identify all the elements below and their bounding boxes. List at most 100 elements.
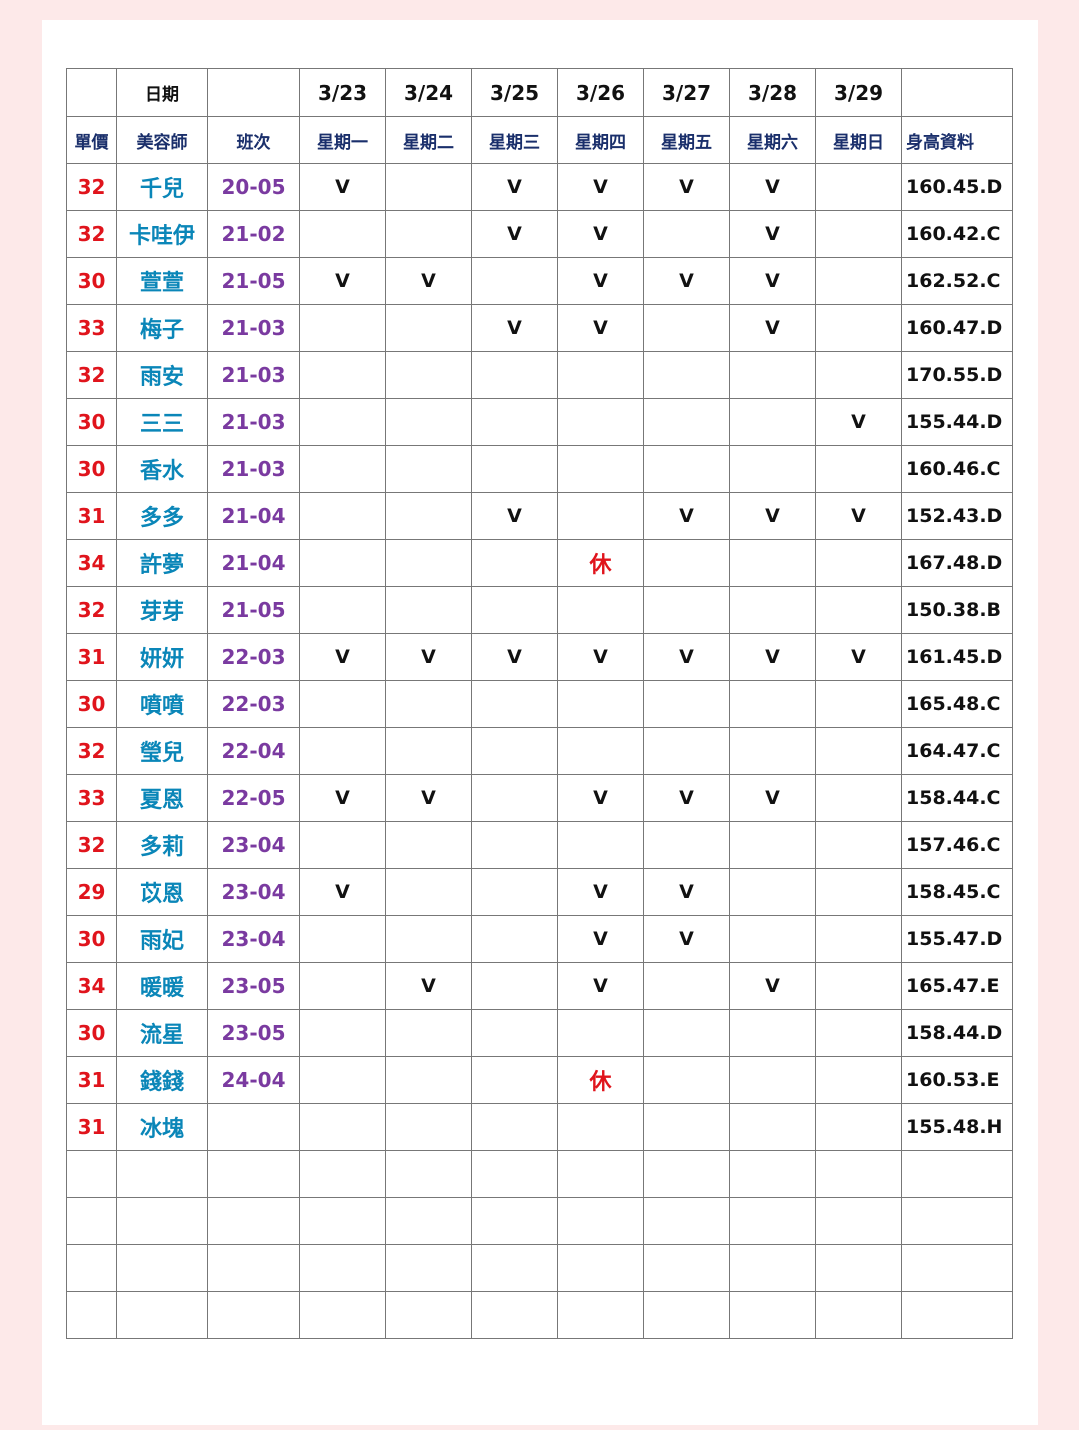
attendance-cell	[557, 727, 644, 775]
weekday-header: 星期三	[471, 116, 558, 164]
attendance-cell: V	[471, 492, 558, 540]
weekday-header-saturday: 星期六	[729, 116, 816, 164]
attendance-cell	[385, 539, 472, 587]
height-data-cell: 155.47.D	[901, 915, 1013, 963]
attendance-cell: V	[557, 257, 644, 305]
attendance-cell	[385, 680, 472, 728]
attendance-cell	[643, 821, 730, 869]
height-data-cell: 160.53.E	[901, 1056, 1013, 1104]
empty-cell	[66, 1150, 117, 1198]
price-cell: 33	[66, 774, 117, 822]
attendance-cell: V	[643, 774, 730, 822]
stylist-name-cell: 芽芽	[116, 586, 208, 634]
price-cell: 30	[66, 1009, 117, 1057]
table-row: 30 雨妃 23-04 V V 155.47.D	[66, 915, 1013, 963]
attendance-cell	[557, 492, 644, 540]
price-cell: 29	[66, 868, 117, 916]
price-cell: 31	[66, 1103, 117, 1151]
height-data-cell: 155.44.D	[901, 398, 1013, 446]
shift-cell: 22-03	[207, 633, 300, 681]
stylist-name-cell: 三三	[116, 398, 208, 446]
stylist-name-cell: 雨妃	[116, 915, 208, 963]
attendance-cell	[385, 398, 472, 446]
table-row: 30 三三 21-03 V 155.44.D	[66, 398, 1013, 446]
shift-cell: 21-05	[207, 257, 300, 305]
attendance-cell	[299, 1009, 386, 1057]
attendance-cell: V	[299, 633, 386, 681]
date-header: 3/27	[643, 68, 730, 117]
shift-cell: 21-05	[207, 586, 300, 634]
empty-cell	[471, 1150, 558, 1198]
attendance-cell	[643, 539, 730, 587]
price-label: 單價	[66, 116, 117, 164]
height-data-cell: 160.45.D	[901, 163, 1013, 211]
attendance-cell	[385, 492, 472, 540]
attendance-cell	[729, 868, 816, 916]
stylist-name-cell: 萱萱	[116, 257, 208, 305]
date-header-saturday: 3/28	[729, 68, 816, 117]
stylist-name-cell: 香水	[116, 445, 208, 493]
blank-header-cell	[901, 68, 1013, 117]
blank-header-cell	[66, 68, 117, 117]
attendance-cell	[299, 586, 386, 634]
table-row: 30 流星 23-05 158.44.D	[66, 1009, 1013, 1057]
height-data-cell: 164.47.C	[901, 727, 1013, 775]
attendance-cell	[471, 774, 558, 822]
attendance-cell: V	[729, 633, 816, 681]
attendance-cell: V	[815, 633, 902, 681]
price-cell: 32	[66, 586, 117, 634]
empty-cell	[815, 1244, 902, 1292]
shift-cell: 22-04	[207, 727, 300, 775]
attendance-cell	[471, 257, 558, 305]
shift-cell: 24-04	[207, 1056, 300, 1104]
attendance-cell	[643, 680, 730, 728]
table-row: 32 多莉 23-04 157.46.C	[66, 821, 1013, 869]
attendance-cell: V	[815, 398, 902, 446]
empty-row	[66, 1150, 1013, 1198]
price-cell: 32	[66, 727, 117, 775]
stylist-name-cell: 苡恩	[116, 868, 208, 916]
attendance-cell: V	[557, 915, 644, 963]
height-data-cell: 160.47.D	[901, 304, 1013, 352]
stylist-name-cell: 錢錢	[116, 1056, 208, 1104]
empty-cell	[116, 1291, 208, 1339]
attendance-cell	[299, 398, 386, 446]
attendance-cell	[299, 304, 386, 352]
stylist-name-cell: 瑩兒	[116, 727, 208, 775]
stylist-name-cell: 暖暖	[116, 962, 208, 1010]
stylist-name-cell: 許夢	[116, 539, 208, 587]
attendance-cell	[643, 962, 730, 1010]
empty-cell	[643, 1244, 730, 1292]
date-header: 3/26	[557, 68, 644, 117]
table-row: 32 雨安 21-03 170.55.D	[66, 351, 1013, 399]
stylist-name-cell: 多多	[116, 492, 208, 540]
attendance-cell: V	[471, 210, 558, 258]
height-data-cell: 158.44.D	[901, 1009, 1013, 1057]
attendance-cell	[643, 1103, 730, 1151]
attendance-cell	[299, 1103, 386, 1151]
shift-cell: 23-04	[207, 868, 300, 916]
attendance-cell	[815, 727, 902, 775]
attendance-cell: V	[557, 868, 644, 916]
price-cell: 30	[66, 915, 117, 963]
weekday-header: 星期一	[299, 116, 386, 164]
height-data-cell: 165.48.C	[901, 680, 1013, 728]
date-label: 日期	[116, 68, 208, 117]
attendance-cell	[385, 915, 472, 963]
empty-cell	[557, 1150, 644, 1198]
attendance-cell	[729, 680, 816, 728]
shift-cell: 21-03	[207, 351, 300, 399]
schedule-table: 日期 3/23 3/24 3/25 3/26 3/27 3/28 3/29 單價…	[66, 68, 1013, 1339]
attendance-cell	[815, 821, 902, 869]
height-data-cell: 170.55.D	[901, 351, 1013, 399]
attendance-cell	[729, 398, 816, 446]
shift-cell: 21-03	[207, 304, 300, 352]
table-row: 31 多多 21-04 V V V V 152.43.D	[66, 492, 1013, 540]
stylist-name-cell: 流星	[116, 1009, 208, 1057]
attendance-cell	[471, 398, 558, 446]
table-row: 33 夏恩 22-05 V V V V V 158.44.C	[66, 774, 1013, 822]
empty-cell	[66, 1291, 117, 1339]
attendance-cell	[643, 727, 730, 775]
empty-cell	[729, 1150, 816, 1198]
attendance-cell: V	[729, 257, 816, 305]
